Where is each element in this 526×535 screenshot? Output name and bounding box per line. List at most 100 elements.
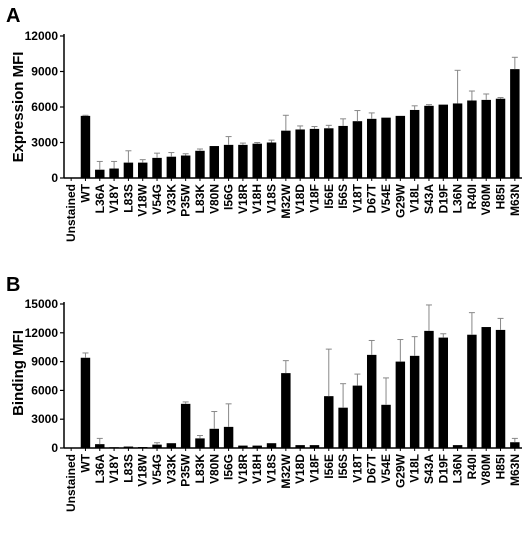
panel-b-bar-s43a bbox=[424, 330, 434, 448]
panel-b-x-tick-label: L36N bbox=[451, 454, 465, 483]
panel-b-y-tick-label: 15000 bbox=[25, 297, 59, 311]
panel-b: B Binding MFI 0 3000 6000 9000 12000 15000 Uns… bbox=[6, 274, 522, 512]
panel-a-x-tick-label: L83S bbox=[121, 184, 135, 213]
panel-a-bar-v18y bbox=[109, 168, 119, 178]
panel-a-x-tick-label: V54E bbox=[379, 184, 393, 213]
panel-a-y-tick-label: 0 bbox=[51, 171, 58, 185]
panel-b-bar-d67t bbox=[366, 354, 377, 448]
panel-b-x-tick-label: V80M bbox=[479, 454, 493, 485]
panel-a-bar-v80m bbox=[481, 99, 491, 178]
panel-a-x-tick-label: WT bbox=[78, 183, 92, 202]
panel-b-x-tick-label: D67T bbox=[365, 453, 379, 483]
panel-b-bar-v80n bbox=[209, 428, 220, 448]
panel-a-bar-l83s bbox=[123, 162, 134, 178]
panel-b-bar-i56g bbox=[223, 426, 234, 448]
panel-b-x-tick-label: I56G bbox=[222, 454, 236, 480]
panel-b-bar-v18l bbox=[409, 355, 420, 448]
panel-a-y-tick-label: 3000 bbox=[31, 136, 58, 150]
panel-a-x-tick-label: V33K bbox=[164, 184, 178, 214]
panel-a-x-tick-label: L36A bbox=[93, 184, 107, 214]
panel-b-x-tick-label: V18H bbox=[250, 454, 264, 484]
panel-a-x-tick-label: V18Y bbox=[107, 184, 121, 213]
panel-a-bar-v18l bbox=[409, 109, 420, 178]
panel-b-x-tick-label: V18R bbox=[236, 454, 250, 484]
panel-a-x-tick-label: I56S bbox=[336, 184, 350, 209]
panel-b-x-tick-label: V18W bbox=[136, 453, 150, 486]
panel-b-bar-unstained bbox=[66, 447, 76, 449]
panel-a-bar-r40i bbox=[467, 100, 477, 178]
panel-a: A Expression MFI 0 3000 6000 9000 12000 Unsta… bbox=[6, 5, 522, 242]
panel-a-x-tick-label: V18T bbox=[350, 183, 364, 212]
panel-b-y-tick-label: 12000 bbox=[25, 326, 59, 340]
panel-b-bar-v18s bbox=[266, 443, 277, 448]
panel-a-x-tick-label: D67T bbox=[365, 183, 379, 213]
panel-a-bar-wt bbox=[80, 115, 91, 178]
panel-a-y-axis-label: Expression MFI bbox=[10, 52, 27, 163]
panel-b-bar-v33k bbox=[166, 443, 177, 448]
panel-a-x-tick-label: V80M bbox=[479, 184, 493, 215]
panel-b-x-tick-label: G29W bbox=[393, 453, 407, 488]
panel-a-bar-m32w bbox=[281, 130, 291, 178]
panel-b-x-tick-label: V54E bbox=[379, 454, 393, 483]
panel-a-bar-i56g bbox=[223, 144, 234, 178]
panel-b-y-axis-label: Binding MFI bbox=[10, 330, 27, 416]
panel-b-bar-d19f bbox=[438, 337, 449, 448]
panel-a-x-tick-label: V18F bbox=[307, 184, 321, 213]
panel-b-bar-v18f bbox=[309, 445, 320, 448]
panel-a-bar-p35w bbox=[180, 155, 191, 178]
panel-a-bar-v18t bbox=[352, 121, 363, 178]
panel-a-bar-i56e bbox=[324, 128, 334, 178]
panel-b-x-tick-label: V18S bbox=[265, 454, 279, 483]
panel-b-x-tick-label: V18Y bbox=[107, 454, 121, 483]
panel-b-bar-v54g bbox=[152, 444, 162, 448]
panel-b-y-tick-label: 9000 bbox=[31, 355, 58, 369]
panel-b-x-tick-label: Unstained bbox=[64, 454, 78, 512]
panel-a-x-tick-label: I56G bbox=[222, 184, 236, 210]
panel-b-bar-l36a bbox=[95, 444, 105, 448]
panel-a-letter: A bbox=[6, 5, 20, 27]
panel-a-x-tick-label: M32W bbox=[279, 183, 293, 218]
panel-b-bar-l83s bbox=[123, 446, 134, 448]
panel-a-y-tick-label: 9000 bbox=[31, 65, 58, 79]
panel-a-x-tick-label: H85I bbox=[494, 184, 508, 209]
panel-a-bar-l36n bbox=[452, 103, 463, 178]
panel-a-x-tick-label: I56E bbox=[322, 184, 336, 209]
panel-b-bar-v18r bbox=[238, 445, 248, 448]
panel-a-bar-l83k bbox=[195, 150, 205, 178]
panel-b-bar-v18t bbox=[352, 385, 363, 448]
panel-b-bar-wt bbox=[80, 357, 91, 448]
panel-a-bar-v18s bbox=[266, 142, 277, 178]
panel-a-x-tick-label: G29W bbox=[393, 183, 407, 218]
panel-b-x-tick-label: V33K bbox=[164, 454, 178, 484]
panel-b-bar-v80m bbox=[481, 327, 491, 448]
panel-b-bar-v18y bbox=[109, 447, 119, 449]
panel-b-y-tick-label: 6000 bbox=[31, 383, 58, 397]
panel-a-x-tick-label: L83K bbox=[193, 184, 207, 214]
panel-b-bar-v18w bbox=[137, 447, 148, 448]
panel-b-bar-i56s bbox=[338, 407, 348, 448]
panel-a-bar-unstained bbox=[66, 177, 76, 179]
panel-b-bar-g29w bbox=[395, 361, 406, 448]
panel-b-x-tick-label: V54G bbox=[150, 454, 164, 485]
panel-a-x-tick-label: V18H bbox=[250, 184, 264, 214]
panel-a-bar-v54g bbox=[152, 157, 162, 178]
panel-b-x-tick-label: V18T bbox=[350, 453, 364, 482]
panel-b-x-tick-label: L83K bbox=[193, 454, 207, 484]
panel-b-x-tick-label: WT bbox=[78, 453, 92, 472]
panel-b-x-tick-label: H85I bbox=[494, 454, 508, 479]
panel-b-x-tick-label: R40I bbox=[465, 454, 479, 479]
panel-b-bar-l83k bbox=[195, 438, 205, 448]
panel-a-bar-v18f bbox=[309, 128, 320, 178]
panel-b-x-tick-label: I56E bbox=[322, 454, 336, 479]
panel-a-x-tick-label: M63N bbox=[508, 184, 522, 216]
panel-b-x-tick-label: P35W bbox=[179, 453, 193, 486]
panel-a-x-tick-label: P35W bbox=[179, 183, 193, 216]
panel-a-bar-v33k bbox=[166, 156, 177, 178]
panel-b-y-tick-label: 0 bbox=[51, 441, 58, 455]
panel-b-bar-v54e bbox=[381, 404, 391, 448]
panel-b-bar-h85i bbox=[495, 329, 506, 448]
panel-a-bar-g29w bbox=[395, 115, 406, 178]
panel-a-bar-i56s bbox=[338, 125, 348, 178]
